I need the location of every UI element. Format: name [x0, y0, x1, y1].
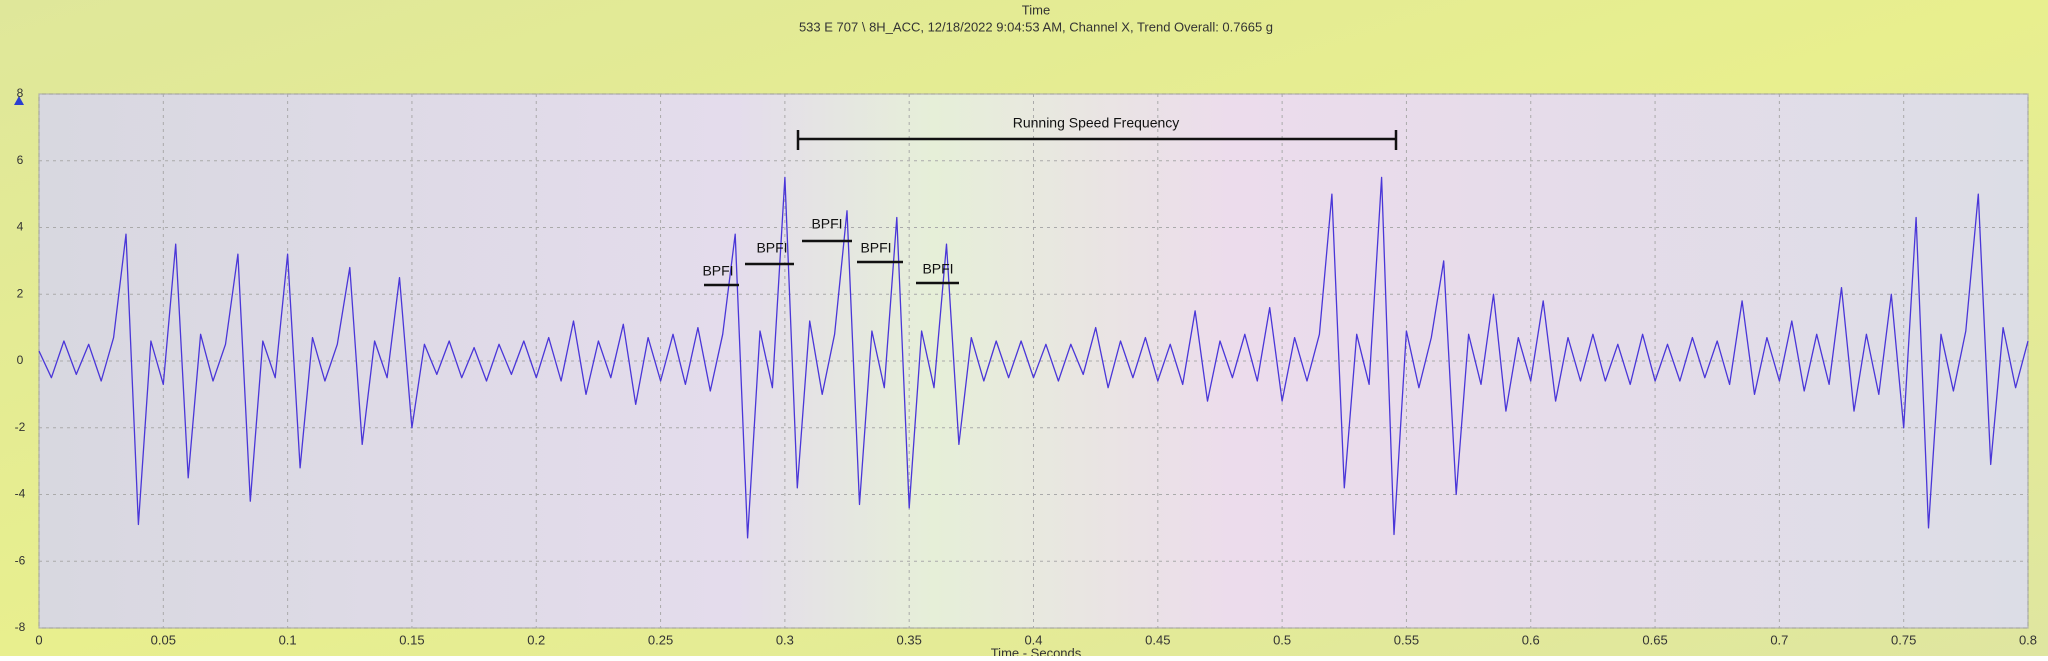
y-tick-label: 4	[17, 220, 24, 234]
y-tick-label: -2	[15, 420, 26, 434]
waveform	[38, 176, 2029, 539]
x-tick-label: 0.45	[1145, 632, 1170, 647]
axis-marker	[14, 96, 24, 105]
annotation: BPFI	[702, 263, 733, 279]
chart-title: Time	[1022, 2, 1050, 17]
annotation: BPFI	[811, 216, 842, 232]
x-tick-label: 0.65	[1642, 632, 1667, 647]
x-tick-label: 0.35	[897, 632, 922, 647]
x-tick-label: 0.15	[399, 632, 424, 647]
annotation: BPFI	[860, 240, 891, 256]
annotation: Running Speed Frequency	[1013, 115, 1180, 131]
y-tick-label: 8	[17, 86, 24, 100]
x-tick-label: 0.3	[776, 632, 794, 647]
x-tick-label: 0.8	[2019, 632, 2037, 647]
x-tick-label: 0.25	[648, 632, 673, 647]
annotation: BPFI	[756, 240, 787, 256]
y-tick-label: -4	[15, 487, 26, 501]
y-tick-label: 6	[17, 153, 24, 167]
y-tick-label: 0	[17, 353, 24, 367]
chart-subtitle: 533 E 707 \ 8H_ACC, 12/18/2022 9:04:53 A…	[799, 19, 1273, 34]
x-tick-label: 0.75	[1891, 632, 1916, 647]
x-tick-label: 0.2	[527, 632, 545, 647]
x-tick-label: 0.05	[151, 632, 176, 647]
y-tick-label: -8	[15, 620, 26, 634]
x-tick-label: 0.6	[1522, 632, 1540, 647]
y-tick-label: -6	[15, 553, 26, 567]
x-tick-label: 0	[35, 632, 42, 647]
x-tick-label: 0.1	[279, 632, 297, 647]
x-tick-label: 0.55	[1394, 632, 1419, 647]
x-tick-label: 0.5	[1273, 632, 1291, 647]
x-tick-label: 0.7	[1770, 632, 1788, 647]
annotation: BPFI	[922, 261, 953, 277]
x-tick-label: 0.4	[1024, 632, 1042, 647]
y-tick-label: 2	[17, 286, 24, 300]
